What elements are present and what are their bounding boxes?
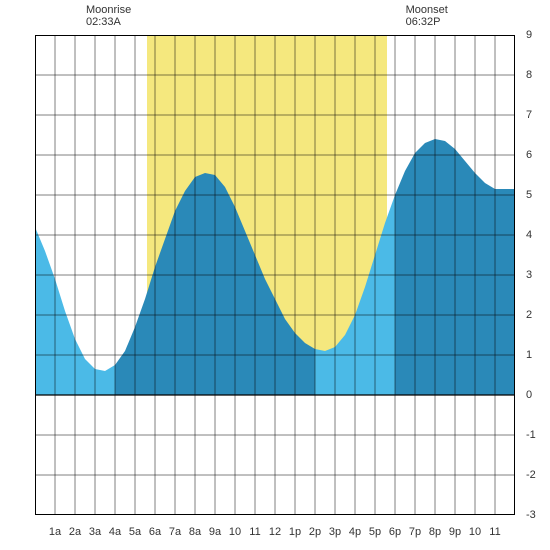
y-tick-label: 6	[526, 149, 546, 161]
moon-events-row: Moonrise02:33A Moonset06:32P	[0, 4, 550, 32]
x-tick-label: 2a	[65, 526, 85, 538]
x-tick-label: 3a	[85, 526, 105, 538]
x-tick-label: 3p	[325, 526, 345, 538]
y-tick-label: 8	[526, 69, 546, 81]
y-tick-label: -3	[526, 509, 546, 521]
y-tick-label: -1	[526, 429, 546, 441]
x-tick-label: 6a	[145, 526, 165, 538]
x-tick-label: 1p	[285, 526, 305, 538]
x-tick-label: 12	[265, 526, 285, 538]
x-tick-label: 8a	[185, 526, 205, 538]
x-tick-label: 8p	[425, 526, 445, 538]
x-tick-label: 9a	[205, 526, 225, 538]
y-tick-label: 5	[526, 189, 546, 201]
y-tick-label: 3	[526, 269, 546, 281]
y-tick-label: 0	[526, 389, 546, 401]
y-tick-label: -2	[526, 469, 546, 481]
x-tick-label: 11	[485, 526, 505, 538]
tide-chart	[35, 35, 515, 515]
x-tick-label: 7a	[165, 526, 185, 538]
y-tick-label: 9	[526, 29, 546, 41]
x-tick-label: 5p	[365, 526, 385, 538]
x-tick-label: 4p	[345, 526, 365, 538]
moon-event-title: Moonset	[406, 4, 448, 16]
y-tick-label: 7	[526, 109, 546, 121]
x-tick-label: 1a	[45, 526, 65, 538]
x-tick-label: 10	[465, 526, 485, 538]
moonrise-label: Moonrise02:33A	[86, 4, 131, 28]
y-tick-label: 2	[526, 309, 546, 321]
x-tick-label: 9p	[445, 526, 465, 538]
x-tick-label: 6p	[385, 526, 405, 538]
y-tick-label: 4	[526, 229, 546, 241]
x-tick-label: 4a	[105, 526, 125, 538]
x-axis-labels: 1a2a3a4a5a6a7a8a9a1011121p2p3p4p5p6p7p8p…	[0, 526, 550, 540]
x-tick-label: 5a	[125, 526, 145, 538]
moonset-label: Moonset06:32P	[406, 4, 448, 28]
x-tick-label: 2p	[305, 526, 325, 538]
y-axis-labels: -3-2-10123456789	[526, 35, 546, 515]
x-tick-label: 7p	[405, 526, 425, 538]
moon-event-title: Moonrise	[86, 4, 131, 16]
y-tick-label: 1	[526, 349, 546, 361]
x-tick-label: 10	[225, 526, 245, 538]
x-tick-label: 11	[245, 526, 265, 538]
moon-event-time: 02:33A	[86, 16, 131, 28]
moon-event-time: 06:32P	[406, 16, 448, 28]
